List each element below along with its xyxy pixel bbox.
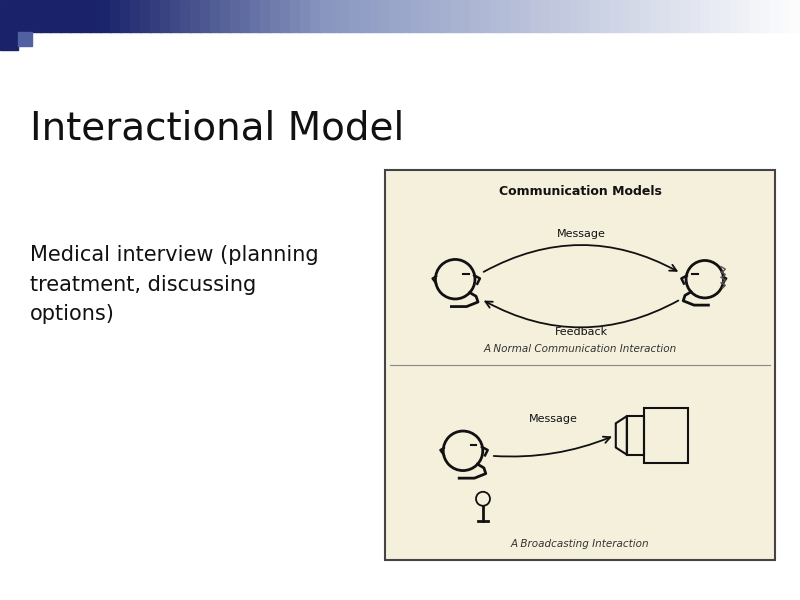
Bar bbox=[440, 0, 451, 32]
Bar bbox=[310, 0, 321, 32]
Text: A Normal Communication Interaction: A Normal Communication Interaction bbox=[483, 344, 677, 355]
Bar bbox=[18, 32, 32, 46]
Bar bbox=[370, 0, 381, 32]
Bar bbox=[550, 0, 561, 32]
Bar bbox=[20, 0, 31, 32]
Bar bbox=[720, 0, 731, 32]
Bar bbox=[120, 0, 131, 32]
Bar bbox=[780, 0, 791, 32]
Bar bbox=[510, 0, 521, 32]
Bar bbox=[450, 0, 461, 32]
Bar bbox=[730, 0, 741, 32]
Text: Interactional Model: Interactional Model bbox=[30, 110, 404, 148]
Bar bbox=[530, 0, 541, 32]
Bar bbox=[620, 0, 631, 32]
Bar bbox=[645, 408, 688, 463]
Bar bbox=[650, 0, 661, 32]
Bar bbox=[240, 0, 251, 32]
Bar bbox=[770, 0, 781, 32]
Bar bbox=[520, 0, 531, 32]
Bar bbox=[627, 416, 645, 455]
Bar bbox=[700, 0, 711, 32]
Bar bbox=[50, 0, 61, 32]
Bar bbox=[420, 0, 431, 32]
Bar bbox=[160, 0, 171, 32]
Bar bbox=[560, 0, 571, 32]
Bar bbox=[40, 0, 51, 32]
Bar bbox=[710, 0, 721, 32]
Bar bbox=[150, 0, 161, 32]
FancyArrowPatch shape bbox=[486, 301, 678, 328]
Bar bbox=[260, 0, 271, 32]
Bar bbox=[490, 0, 501, 32]
Bar bbox=[170, 0, 181, 32]
Bar bbox=[590, 0, 601, 32]
Text: Communication Models: Communication Models bbox=[498, 185, 662, 198]
Bar bbox=[385, 170, 775, 560]
Text: A Broadcasting Interaction: A Broadcasting Interaction bbox=[510, 539, 650, 550]
Bar bbox=[600, 0, 611, 32]
Bar bbox=[10, 0, 21, 32]
Bar bbox=[270, 0, 281, 32]
Bar bbox=[570, 0, 581, 32]
Bar bbox=[90, 0, 101, 32]
FancyArrowPatch shape bbox=[484, 245, 677, 272]
Bar bbox=[130, 0, 141, 32]
Bar bbox=[250, 0, 261, 32]
Bar bbox=[640, 0, 651, 32]
Bar bbox=[630, 0, 641, 32]
Text: Message: Message bbox=[529, 413, 578, 424]
Bar bbox=[690, 0, 701, 32]
Bar bbox=[0, 0, 11, 32]
Bar bbox=[280, 0, 291, 32]
Text: Feedback: Feedback bbox=[554, 327, 607, 337]
Bar bbox=[410, 0, 421, 32]
Bar bbox=[750, 0, 761, 32]
Bar bbox=[320, 0, 331, 32]
Bar bbox=[480, 0, 491, 32]
Bar bbox=[500, 0, 511, 32]
Bar bbox=[140, 0, 151, 32]
Text: Message: Message bbox=[557, 229, 606, 239]
Bar bbox=[210, 0, 221, 32]
Bar bbox=[740, 0, 751, 32]
Bar bbox=[200, 0, 211, 32]
FancyArrowPatch shape bbox=[494, 437, 610, 457]
Bar bbox=[540, 0, 551, 32]
Bar bbox=[190, 0, 201, 32]
Bar bbox=[230, 0, 241, 32]
Bar bbox=[680, 0, 691, 32]
Bar bbox=[610, 0, 621, 32]
Bar bbox=[180, 0, 191, 32]
Bar bbox=[350, 0, 361, 32]
Bar bbox=[670, 0, 681, 32]
Bar bbox=[70, 0, 81, 32]
Bar bbox=[760, 0, 771, 32]
Bar bbox=[110, 0, 121, 32]
Bar bbox=[580, 0, 591, 32]
Bar bbox=[80, 0, 91, 32]
Bar bbox=[300, 0, 311, 32]
Bar bbox=[30, 0, 41, 32]
Text: Medical interview (planning
treatment, discussing
options): Medical interview (planning treatment, d… bbox=[30, 245, 318, 324]
Bar bbox=[0, 32, 18, 50]
Bar bbox=[220, 0, 231, 32]
Bar bbox=[290, 0, 301, 32]
Bar bbox=[790, 0, 800, 32]
Bar bbox=[100, 0, 111, 32]
Bar bbox=[380, 0, 391, 32]
Bar bbox=[360, 0, 371, 32]
Bar bbox=[660, 0, 671, 32]
Bar bbox=[430, 0, 441, 32]
Bar bbox=[460, 0, 471, 32]
Bar bbox=[390, 0, 401, 32]
Bar bbox=[400, 0, 411, 32]
Bar bbox=[340, 0, 351, 32]
Bar bbox=[60, 0, 71, 32]
Bar bbox=[470, 0, 481, 32]
Bar bbox=[330, 0, 341, 32]
